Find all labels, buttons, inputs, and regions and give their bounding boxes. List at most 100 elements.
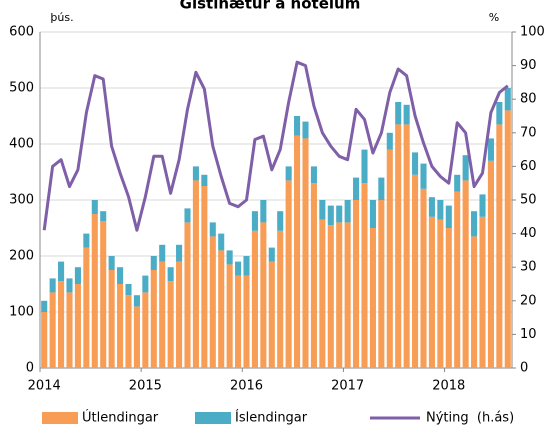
bar-segment (437, 200, 444, 220)
bar-segment (420, 188, 427, 368)
bar-segment (49, 278, 56, 293)
bar-segment (66, 278, 73, 293)
bar-segment (201, 174, 208, 186)
bar-segment (100, 221, 107, 368)
bar-segment (125, 284, 132, 296)
bar-segment (167, 267, 174, 282)
bar-segment (74, 284, 81, 368)
bar-segment (445, 205, 452, 228)
bar-segment (243, 256, 250, 276)
y-tick-label: 0 (26, 361, 34, 376)
bar-segment (479, 216, 486, 368)
bar-segment (251, 230, 258, 368)
bar-segment (310, 183, 317, 368)
bar-segment (344, 200, 351, 223)
y-tick-label: 400 (9, 137, 34, 152)
bar-segment (66, 292, 73, 368)
bar-segment (428, 216, 435, 368)
bar-segment (226, 250, 233, 265)
bar-segment (412, 152, 419, 175)
legend-label: Íslendingar (235, 410, 308, 426)
bar-segment (454, 174, 461, 192)
bar-segment (184, 208, 191, 223)
y2-tick-label: 60 (520, 159, 537, 174)
bar-segment (294, 116, 301, 136)
bar-segment (462, 155, 469, 181)
bar-segment (167, 281, 174, 368)
y-tick-label: 500 (9, 81, 34, 96)
y2-tick-label: 40 (520, 226, 537, 241)
bar-segment (462, 180, 469, 368)
bar-segment (235, 261, 242, 276)
legend-label: Nýting (h.ás) (426, 411, 514, 426)
bar-segment (83, 247, 90, 368)
bar-segment (471, 236, 478, 368)
bar-segment (302, 121, 309, 139)
x-tick-label: 2014 (28, 379, 61, 394)
bar-segment (91, 214, 98, 368)
bar-segment (412, 174, 419, 368)
bar-segment (159, 261, 166, 368)
legend-swatch (195, 412, 231, 424)
bar-segment (108, 270, 115, 368)
bar-segment (496, 124, 503, 369)
bar-segment (369, 228, 376, 368)
bar-segment (386, 132, 393, 150)
y2-tick-label: 80 (520, 92, 537, 107)
bar-segment (487, 138, 494, 161)
y2-tick-label: 70 (520, 125, 537, 140)
y2-tick-label: 90 (520, 58, 537, 73)
bar-segment (294, 135, 301, 368)
bar-segment (117, 267, 124, 284)
bar-segment (277, 230, 284, 368)
bar-segment (243, 275, 250, 368)
bar-segment (395, 102, 402, 125)
y2-tick-label: 20 (520, 293, 537, 308)
bar-segment (285, 166, 292, 181)
bar-segment (327, 205, 334, 226)
bar-segment (395, 124, 402, 369)
bar-segment (133, 306, 140, 368)
bar-segment (378, 200, 385, 368)
y2-tick-label: 10 (520, 327, 537, 342)
bar-segment (218, 233, 225, 251)
bar-segment (192, 166, 199, 181)
bar-segment (100, 211, 107, 222)
bar-segment (41, 312, 48, 368)
bar-segment (142, 292, 149, 368)
bar-segment (496, 102, 503, 125)
bar-segment (260, 222, 267, 368)
bar-segment (302, 138, 309, 368)
y-tick-label: 100 (9, 305, 34, 320)
bar-segment (91, 200, 98, 214)
bar-segment (260, 200, 267, 223)
bar-segment (226, 264, 233, 368)
bar-segment (369, 200, 376, 228)
bar-segment (487, 160, 494, 368)
bar-segment (209, 236, 216, 368)
bar-segment (403, 124, 410, 369)
bar-segment (108, 256, 115, 270)
line-series (42, 60, 509, 232)
bar-segment (184, 222, 191, 368)
legend-label: Útlendingar (82, 410, 159, 426)
bar-segment (428, 197, 435, 217)
y2-axis-label: % (489, 11, 499, 24)
y2-tick-label: 100 (520, 25, 545, 40)
x-tick-label: 2018 (432, 379, 465, 394)
bar-segment (471, 211, 478, 237)
bar-segment (327, 225, 334, 368)
bar-segment (58, 281, 65, 368)
y-tick-label: 600 (9, 25, 34, 40)
bar-segment (504, 88, 511, 111)
y2-tick-label: 50 (520, 193, 537, 208)
x-tick-label: 2016 (230, 379, 263, 394)
bar-segment (58, 261, 65, 282)
x-tick-label: 2017 (331, 379, 364, 394)
bar-segment (117, 284, 124, 368)
bar-segment (403, 104, 410, 125)
bar-segment (142, 275, 149, 293)
bar-segment (133, 295, 140, 307)
bar-segment (176, 244, 183, 262)
